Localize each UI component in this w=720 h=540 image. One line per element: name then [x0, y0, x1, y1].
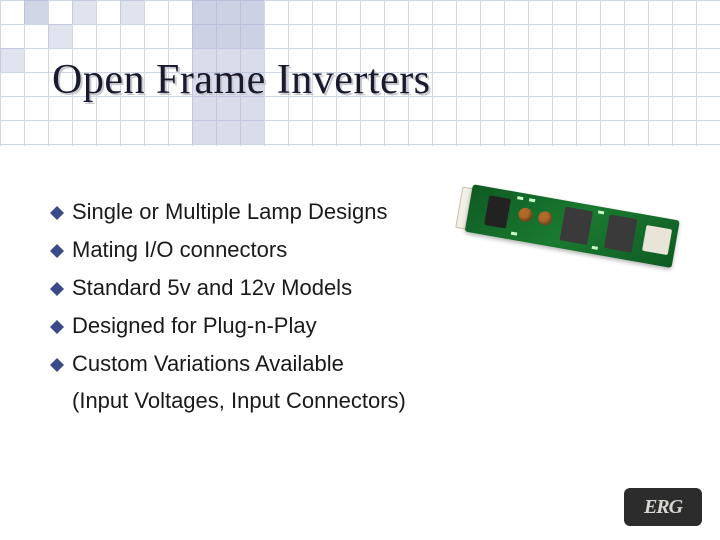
pcb-connector [642, 225, 672, 255]
pcb-smd [529, 198, 535, 202]
slide: Open Frame Inverters Open Frame Inverter… [0, 0, 720, 540]
diamond-bullet-icon [50, 358, 64, 372]
bullet-text: Standard 5v and 12v Models [72, 272, 352, 304]
pcb-smd [598, 210, 604, 214]
bullet-text: Single or Multiple Lamp Designs [72, 196, 388, 228]
list-item: Mating I/O connectors [50, 234, 490, 266]
grid-shade-block [192, 0, 264, 48]
grid-shade-cell [48, 24, 72, 48]
pcb-smd [592, 246, 598, 250]
logo-text: ERG [644, 496, 682, 519]
bullet-text: Mating I/O connectors [72, 234, 287, 266]
bullet-text: Designed for Plug-n-Play [72, 310, 317, 342]
bullet-list: Single or Multiple Lamp Designs Mating I… [50, 196, 490, 417]
pcb-ic [484, 195, 511, 228]
pcb-transformer [560, 207, 593, 245]
list-item: Standard 5v and 12v Models [50, 272, 490, 304]
grid-shade-cell [24, 0, 48, 24]
pcb-smd [511, 232, 517, 236]
erg-logo: ERG [624, 488, 702, 526]
pcb-capacitor [517, 207, 533, 223]
list-item: Custom Variations Available [50, 348, 490, 380]
pcb-capacitor [537, 210, 553, 226]
pcb-board [465, 184, 680, 268]
grid-shade-cell [0, 48, 24, 72]
pcb-transformer [604, 214, 637, 252]
list-item: Single or Multiple Lamp Designs [50, 196, 490, 228]
diamond-bullet-icon [50, 320, 64, 334]
bullet-subtext: (Input Voltages, Input Connectors) [72, 385, 490, 417]
diamond-bullet-icon [50, 282, 64, 296]
pcb-smd [517, 196, 523, 200]
page-title: Open Frame Inverters [52, 56, 431, 104]
grid-shade-cell [72, 0, 96, 24]
diamond-bullet-icon [50, 206, 64, 220]
grid-shade-cell [120, 0, 144, 24]
list-item: Designed for Plug-n-Play [50, 310, 490, 342]
bullet-text: Custom Variations Available [72, 348, 344, 380]
diamond-bullet-icon [50, 244, 64, 258]
